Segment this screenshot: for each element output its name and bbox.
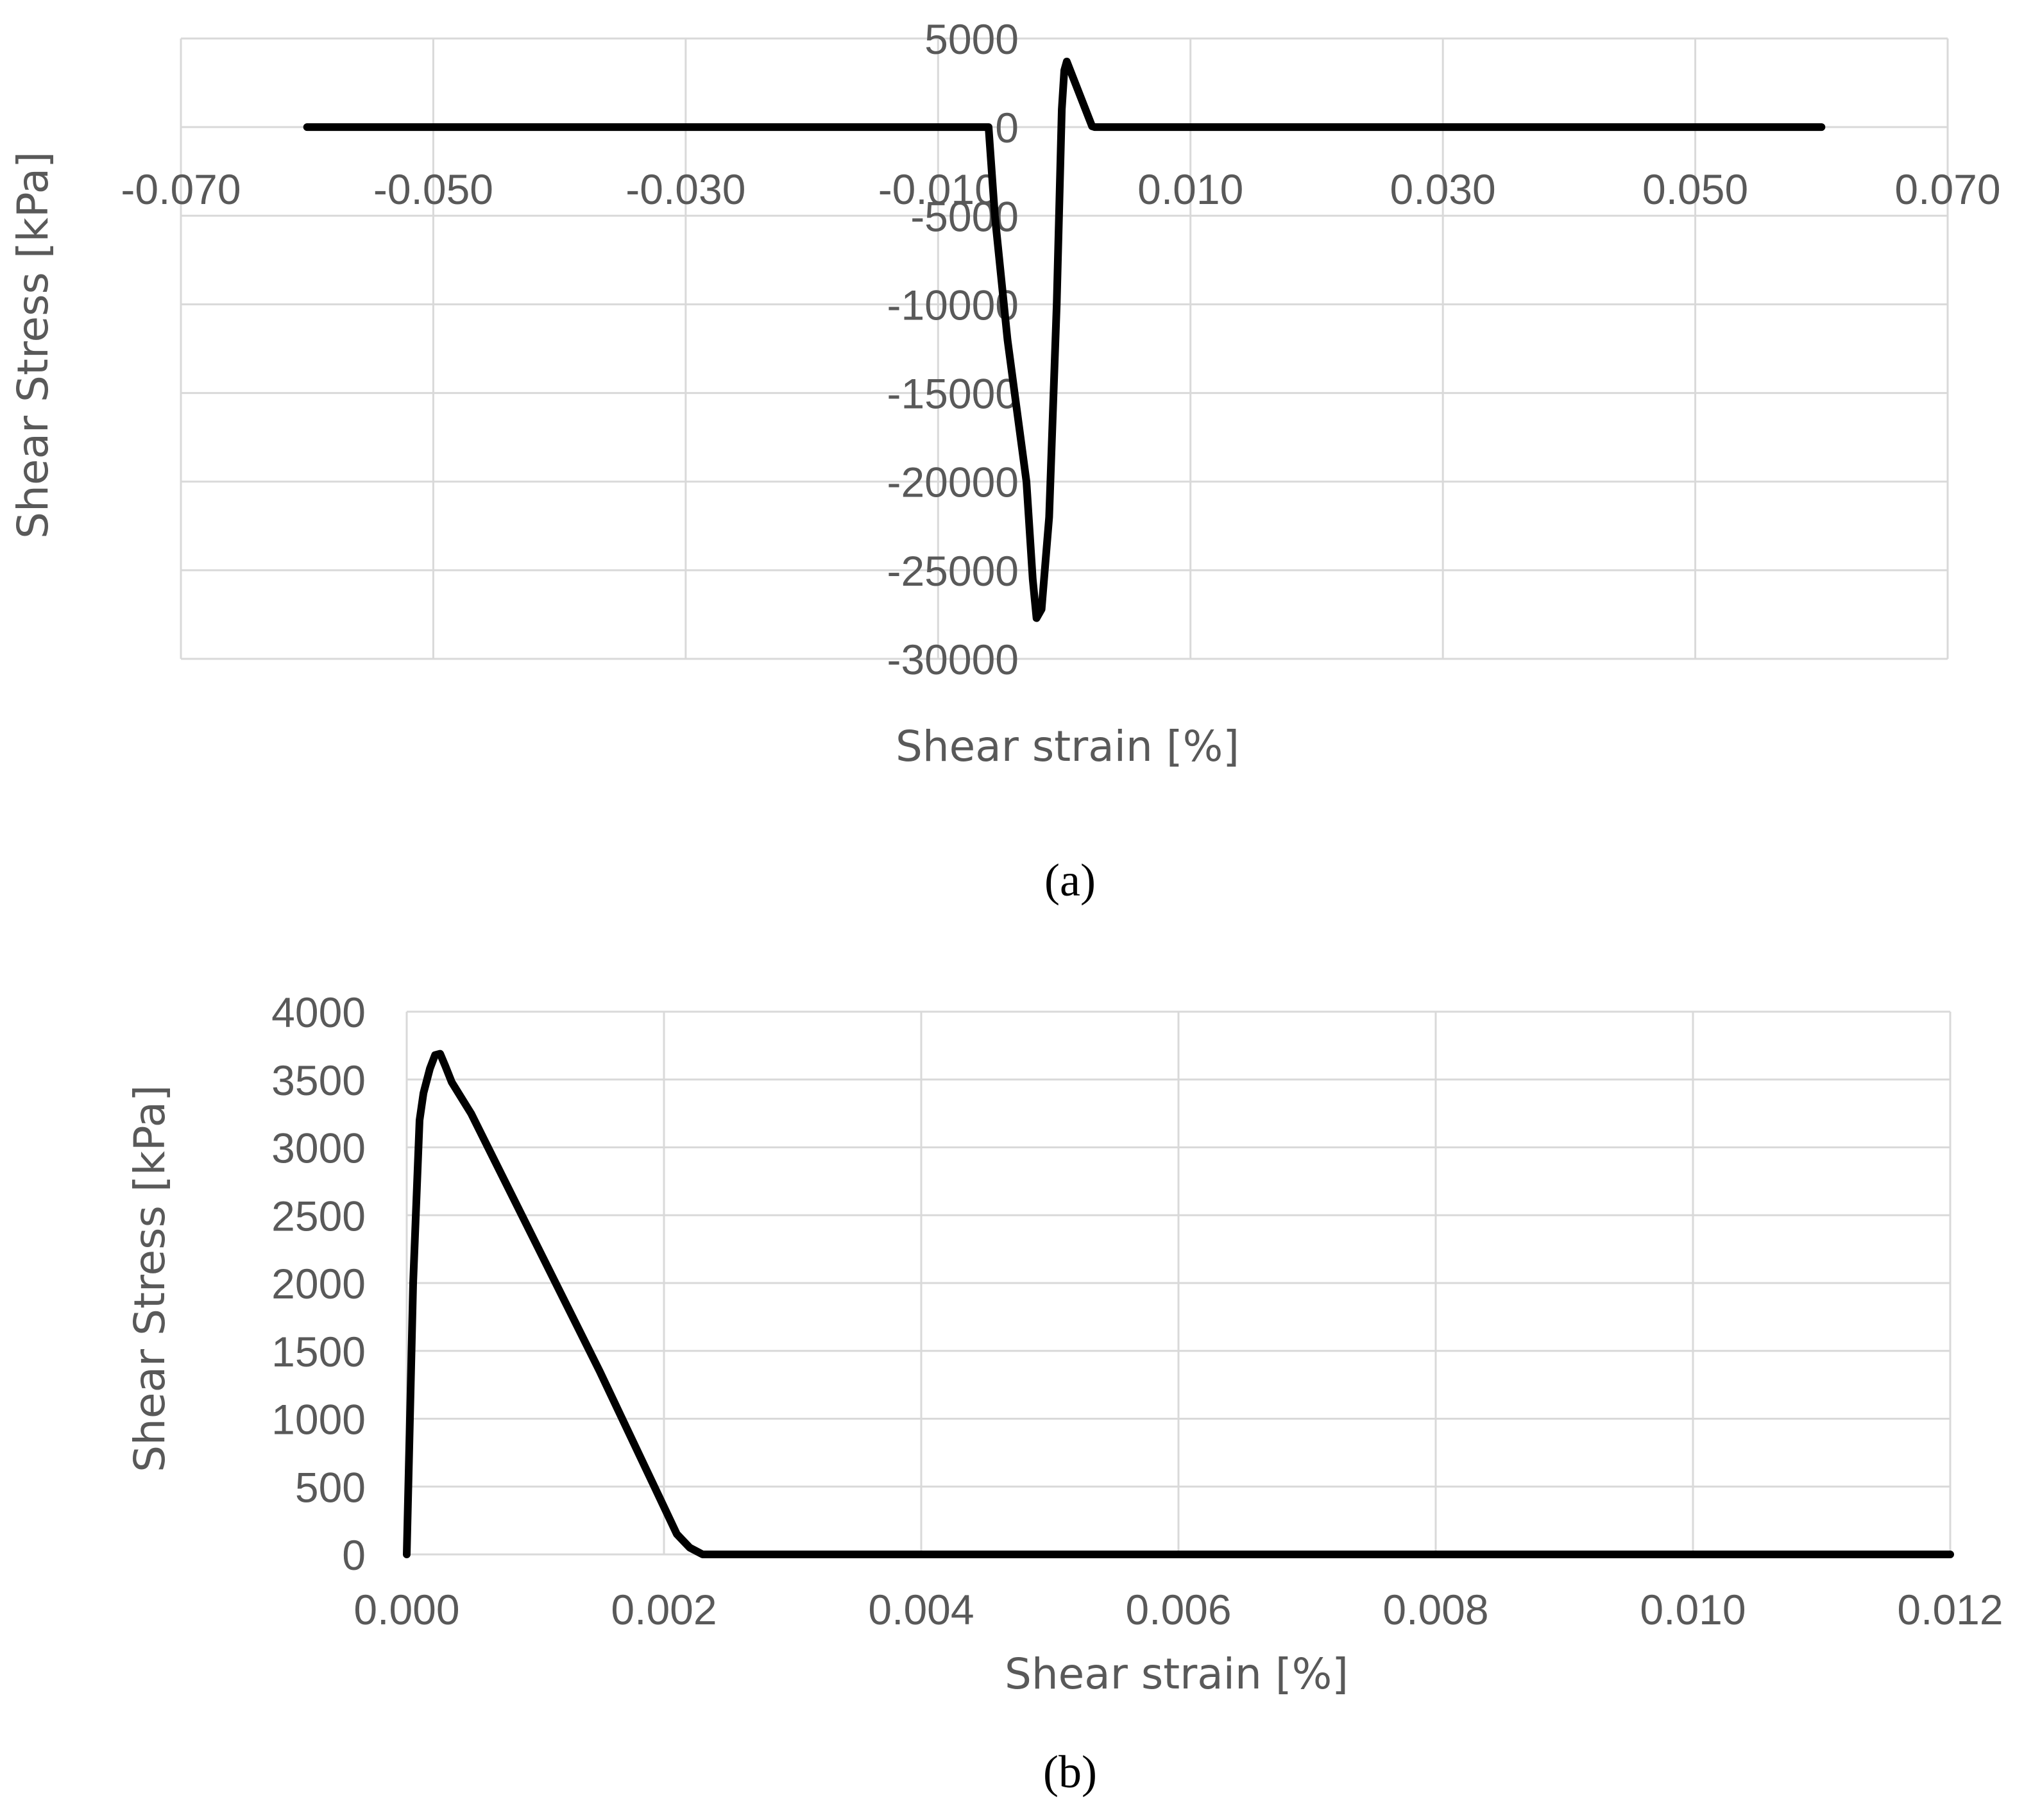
chart-a-y-tick-label: 5000 [924,15,1019,63]
chart-a-x-tick-labels: -0.070 -0.050 -0.030 -0.010 0.010 0.030 0.050 0… [121,166,2000,213]
chart-a: 5000 0 -5000 -10000 -15000 -20000 -25000 -30000… [8,15,2001,906]
chart-a-x-axis-title: Shear strain [%] [896,722,1239,771]
chart-b-x-tick-label: 0.002 [611,1586,717,1633]
chart-b-y-axis-title: Shear Stress [kPa] [125,1085,174,1472]
chart-a-series-line [303,57,1826,622]
chart-b-y-tick-labels: 0 500 1000 1500 2000 2500 3000 3500 4000 [271,989,366,1579]
chart-b-series-line [403,1050,1954,1558]
chart-b-x-tick-label: 0.008 [1382,1586,1488,1633]
chart-b-y-tick-label: 3500 [271,1057,366,1104]
chart-a-y-tick-labels: 5000 0 -5000 -10000 -15000 -20000 -25000 -30000 [887,15,1019,683]
chart-b-x-tick-label: 0.004 [868,1586,974,1633]
chart-b-x-tick-label: 0.010 [1640,1586,1746,1633]
chart-a-x-tick-label: -0.070 [121,166,241,213]
chart-b-y-tick-label: 2500 [271,1192,366,1239]
chart-a-series [303,57,1826,622]
chart-b-gridlines [405,1010,1952,1556]
chart-b-y-tick-label: 500 [295,1463,366,1511]
chart-b-x-tick-label: 0.012 [1897,1586,2003,1633]
chart-a-y-tick-label: -15000 [887,370,1019,418]
chart-b-y-tick-label: 3000 [271,1125,366,1172]
chart-b-y-tick-label: 1000 [271,1396,366,1443]
chart-b-x-axis-title: Shear strain [%] [1005,1649,1348,1699]
chart-a-x-tick-label: 0.030 [1390,166,1496,213]
chart-a-x-tick-label: -0.050 [373,166,493,213]
chart-b-y-tick-label: 1500 [271,1328,366,1375]
chart-a-x-tick-label: -0.030 [625,166,745,213]
chart-a-x-tick-label: 0.050 [1642,166,1748,213]
chart-a-x-tick-label: -0.010 [878,166,998,213]
chart-a-gridlines [180,37,1949,660]
chart-a-y-tick-label: -30000 [887,636,1019,683]
chart-a-x-tick-label: 0.070 [1894,166,2000,213]
chart-a-y-tick-label: 0 [995,104,1019,151]
chart-b-y-tick-label: 4000 [271,989,366,1036]
chart-a-y-axis-title: Shear Stress [kPa] [8,151,58,539]
chart-b-y-tick-label: 0 [342,1531,366,1579]
chart-b-x-tick-label: 0.000 [353,1586,459,1633]
chart-a-y-tick-label: -25000 [887,547,1019,595]
chart-a-x-tick-label: 0.010 [1137,166,1243,213]
chart-b-caption: (b) [1043,1746,1097,1798]
chart-b-y-tick-label: 2000 [271,1260,366,1307]
chart-b-x-tick-labels: 0.000 0.002 0.004 0.006 0.008 0.010 0.012 [353,1586,2003,1633]
chart-b-x-tick-label: 0.006 [1125,1586,1231,1633]
chart-a-caption: (a) [1044,855,1096,906]
chart-a-y-tick-label: -10000 [887,281,1019,328]
chart-a-y-tick-label: -5000 [910,192,1019,240]
chart-a-y-tick-label: -20000 [887,459,1019,506]
chart-b-series [403,1050,1954,1558]
